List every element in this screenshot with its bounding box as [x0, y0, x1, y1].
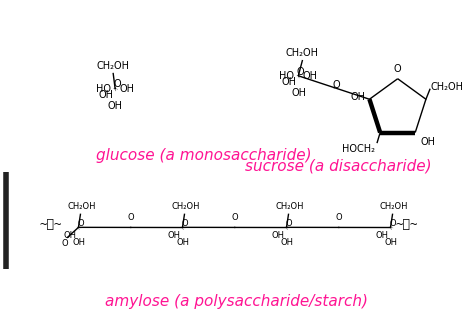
Text: OH: OH	[420, 137, 435, 147]
Text: OH: OH	[272, 231, 284, 240]
Text: OH: OH	[291, 88, 306, 98]
Text: OH: OH	[64, 231, 76, 240]
Text: CH₂OH: CH₂OH	[286, 48, 319, 58]
Text: OH: OH	[375, 231, 389, 240]
Text: OH: OH	[303, 71, 318, 81]
Text: O: O	[297, 67, 305, 77]
Text: HO: HO	[279, 71, 294, 81]
Text: OH: OH	[280, 238, 293, 247]
Text: O: O	[286, 219, 292, 228]
Text: OH: OH	[350, 92, 365, 102]
Text: O: O	[182, 219, 188, 228]
Text: O: O	[332, 80, 340, 89]
Text: O: O	[231, 214, 238, 223]
Text: CH₂OH: CH₂OH	[171, 202, 200, 211]
Text: O: O	[78, 219, 84, 228]
Text: amylose (a polysaccharide/starch): amylose (a polysaccharide/starch)	[105, 294, 368, 309]
Text: HO: HO	[96, 84, 111, 94]
Text: ~​~: ~​~	[395, 218, 418, 231]
Text: OH: OH	[72, 238, 85, 247]
Text: O: O	[336, 214, 342, 223]
Text: O: O	[390, 219, 396, 228]
Text: OH: OH	[98, 90, 113, 100]
Text: HOCH₂: HOCH₂	[342, 144, 375, 154]
Text: CH₂OH: CH₂OH	[275, 202, 304, 211]
Text: OH: OH	[384, 238, 397, 247]
Text: sucrose (a disaccharide): sucrose (a disaccharide)	[245, 158, 431, 173]
Text: OH: OH	[119, 84, 135, 94]
Text: OH: OH	[282, 78, 296, 88]
Text: O: O	[128, 214, 134, 223]
Text: OH: OH	[167, 231, 181, 240]
Text: OH: OH	[108, 101, 123, 111]
Text: O: O	[394, 64, 401, 74]
Text: CH₂OH: CH₂OH	[97, 60, 130, 70]
Text: ~​~: ~​~	[40, 218, 63, 231]
Text: CH₂OH: CH₂OH	[379, 202, 408, 211]
Text: OH: OH	[176, 238, 189, 247]
Text: O: O	[61, 239, 68, 248]
Text: glucose (a monosaccharide): glucose (a monosaccharide)	[95, 148, 311, 163]
Text: CH₂OH: CH₂OH	[431, 82, 464, 92]
Text: O: O	[114, 79, 121, 89]
Text: CH₂OH: CH₂OH	[67, 202, 96, 211]
